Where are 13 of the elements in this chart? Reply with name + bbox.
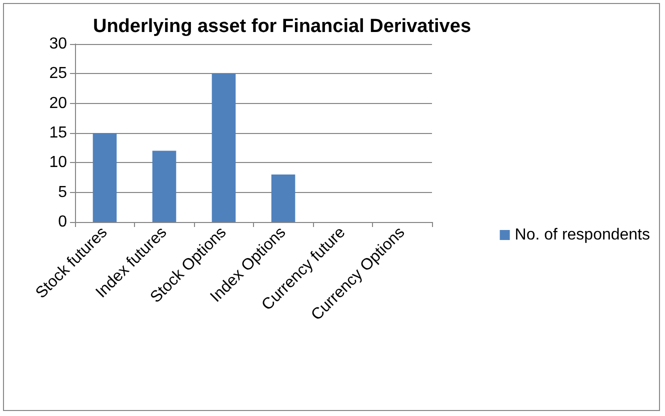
y-tick-label: 0 bbox=[58, 214, 68, 230]
y-tick-label: 15 bbox=[49, 124, 68, 142]
bar bbox=[271, 174, 296, 222]
y-tick-label: 10 bbox=[49, 154, 68, 172]
bar bbox=[92, 133, 117, 222]
bar bbox=[152, 150, 176, 222]
legend-label: No. of respondents bbox=[514, 226, 650, 244]
y-tick-label: 30 bbox=[49, 36, 68, 52]
y-tick-label: 25 bbox=[49, 65, 68, 82]
chart-title: Underlying asset for Financial Derivatives bbox=[92, 16, 472, 37]
y-tick-label: 20 bbox=[49, 94, 68, 112]
bar bbox=[212, 74, 236, 222]
y-tick-label: 5 bbox=[58, 184, 68, 201]
